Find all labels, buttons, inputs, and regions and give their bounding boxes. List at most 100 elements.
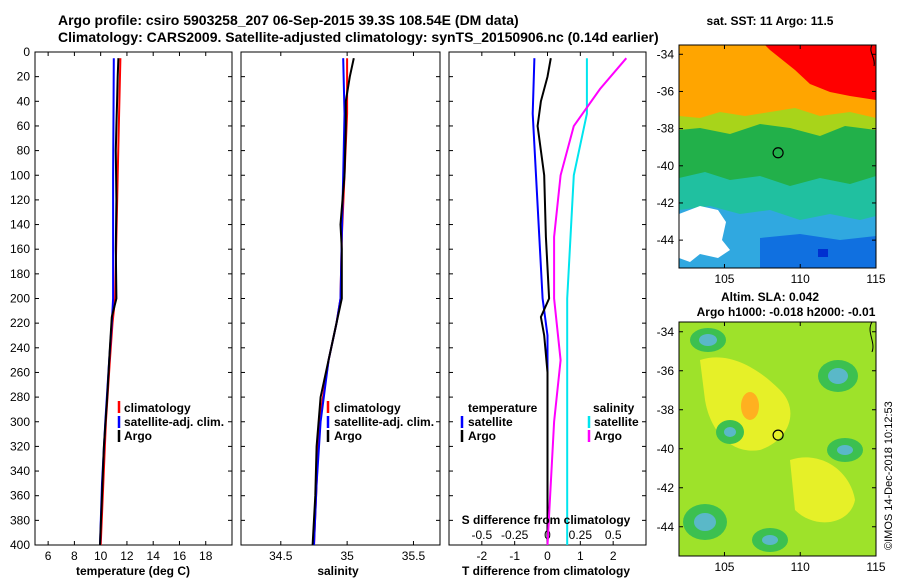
sla-map-subtitle: Argo h1000: -0.018 h2000: -0.01: [697, 305, 876, 319]
temperature-xlabel: temperature (deg C): [76, 564, 190, 578]
difference-xtick-label: 1: [577, 549, 584, 563]
sla-map-ytick-label: -44: [657, 520, 675, 534]
salinity-yticks: [241, 51, 440, 546]
legend-argo-label: Argo: [334, 429, 362, 443]
sst-map: sat. SST: 11 Argo: 11.5 -34-36-38-40-42-…: [657, 14, 886, 286]
legend-t-argo-label: Argo: [468, 429, 496, 443]
sla-map-ytick-label: -36: [657, 364, 675, 378]
sla-coastline: [869, 321, 874, 353]
sst-band-red: [765, 45, 876, 100]
sst-map-ytick-label: -38: [657, 122, 675, 136]
sst-map-yticks: -34 -36 -38 -40 -42 -44: [657, 47, 876, 247]
difference-series-s-argo: [546, 57, 628, 546]
legend-temperature-title: temperature: [468, 401, 538, 415]
sst-coastline: [870, 44, 875, 67]
depth-tick-label: 80: [17, 144, 31, 158]
depth-tick-label: 340: [10, 464, 30, 478]
sst-map-ytick-label: -34: [657, 47, 675, 61]
salinity-xtick-label: 35: [340, 549, 354, 563]
salinity-series-argo: [311, 57, 355, 546]
temperature-xtick-label: 6: [45, 549, 52, 563]
depth-tick-label: 240: [10, 341, 30, 355]
sst-map-ytick-label: -40: [657, 159, 675, 173]
temperature-series-argo: [99, 58, 120, 546]
depth-tick-label: 100: [10, 168, 30, 182]
sla-field: [679, 322, 876, 556]
sla-yellow-patch: [790, 457, 855, 523]
sla-map-ytick-label: -42: [657, 481, 675, 495]
temperature-series: [99, 58, 122, 546]
legend-salinity-title: salinity: [593, 401, 635, 415]
temperature-panel: 0 20 40 60 80 100 120 140 160 180 200 220 240 260 280 3…: [10, 45, 233, 578]
depth-tick-label: 200: [10, 292, 30, 306]
sst-map-ytick-label: -44: [657, 233, 675, 247]
argo-location-marker: [772, 147, 784, 159]
difference-xtick-label: 0: [544, 549, 551, 563]
difference-xtick-label: 2: [610, 549, 617, 563]
temperature-yticks: 0 20 40 60 80 100 120 140 160 180 200 220 240 260 280 3…: [10, 45, 232, 552]
sla-map-title: Altim. SLA: 0.042: [721, 290, 819, 304]
difference-s-xtick-label: -0.5: [471, 528, 492, 542]
salinity-xtick-label: 35.5: [402, 549, 426, 563]
argo-location-marker: [772, 429, 784, 441]
salinity-xlabel: salinity: [317, 564, 359, 578]
sla-map: Altim. SLA: 0.042 Argo h1000: -0.018 h20…: [657, 290, 886, 574]
sla-teal-spot: [694, 513, 716, 531]
temperature-xtick-label: 10: [94, 549, 108, 563]
sst-field: [679, 45, 876, 268]
sla-map-xtick-label: 110: [791, 560, 810, 574]
depth-tick-label: 120: [10, 193, 30, 207]
sst-map-title: sat. SST: 11 Argo: 11.5: [707, 14, 834, 28]
depth-tick-label: 60: [17, 119, 31, 133]
sst-map-xticks: 105 110 115: [714, 45, 886, 286]
legend-s-satellite-label: satellite: [594, 415, 639, 429]
sla-teal-spot: [724, 427, 736, 437]
sst-map-xtick-label: 115: [866, 272, 885, 286]
sla-map-ytick-label: -38: [657, 403, 675, 417]
sst-map-ytick-label: -42: [657, 196, 675, 210]
legend-s-argo-label: Argo: [594, 429, 622, 443]
difference-series: [531, 57, 628, 546]
legend-satellite-label: satellite-adj. clim.: [334, 415, 434, 429]
sst-map-frame: [678, 44, 877, 269]
difference-t-xlabel: T difference from climatology: [462, 564, 630, 578]
sla-map-xtick-label: 105: [714, 560, 734, 574]
legend-climatology-label: climatology: [334, 401, 401, 415]
sst-deep-blue-spot: [818, 249, 828, 257]
sst-missing-data: [679, 206, 730, 262]
sst-map-xtick-label: 105: [714, 272, 734, 286]
legend-satellite-label: satellite-adj. clim.: [124, 415, 224, 429]
depth-tick-label: 300: [10, 415, 30, 429]
depth-tick-label: 140: [10, 218, 30, 232]
depth-tick-label: 360: [10, 489, 30, 503]
depth-tick-label: 160: [10, 242, 30, 256]
sst-map-ytick-label: -36: [657, 84, 675, 98]
legend-climatology-label: climatology: [124, 401, 191, 415]
depth-tick-label: 220: [10, 316, 30, 330]
sla-map-xtick-label: 115: [866, 560, 885, 574]
sla-teal-spot: [837, 445, 853, 455]
temperature-axes-box: [34, 51, 233, 546]
depth-tick-label: 400: [10, 538, 30, 552]
difference-panel: -2 -1 0 1 2 -0.5 -0.25 0 0.25 0.5 temperature sa…: [448, 51, 647, 578]
temperature-xticks: 6 8 10 12 14 16 18: [45, 52, 213, 563]
sla-map-frame: [678, 321, 877, 557]
salinity-xticks: 34.5 35 35.5: [269, 52, 425, 563]
sla-map-ytick-label: -34: [657, 325, 675, 339]
salinity-xtick-label: 34.5: [269, 549, 293, 563]
temperature-xtick-label: 12: [120, 549, 134, 563]
depth-tick-label: 320: [10, 439, 30, 453]
difference-s-xtick-label: -0.25: [501, 528, 529, 542]
temperature-xtick-label: 8: [71, 549, 78, 563]
title-line-1: Argo profile: csiro 5903258_207 06-Sep-2…: [58, 12, 519, 28]
imos-watermark: ©IMOS 14-Dec-2018 10:12:53: [883, 401, 895, 550]
sla-teal-spot: [762, 535, 778, 545]
salinity-series: [311, 57, 355, 546]
sla-orange-spot: [741, 392, 759, 420]
sla-map-yticks: -34 -36 -38 -40 -42 -44: [657, 325, 876, 534]
title-line-2: Climatology: CARS2009. Satellite-adjuste…: [58, 29, 659, 45]
temperature-xtick-label: 16: [173, 549, 187, 563]
difference-legend: temperature satellite Argo salinity sate…: [460, 401, 639, 443]
difference-s-xtick-label: 0.25: [569, 528, 593, 542]
difference-yticks: [449, 51, 646, 546]
